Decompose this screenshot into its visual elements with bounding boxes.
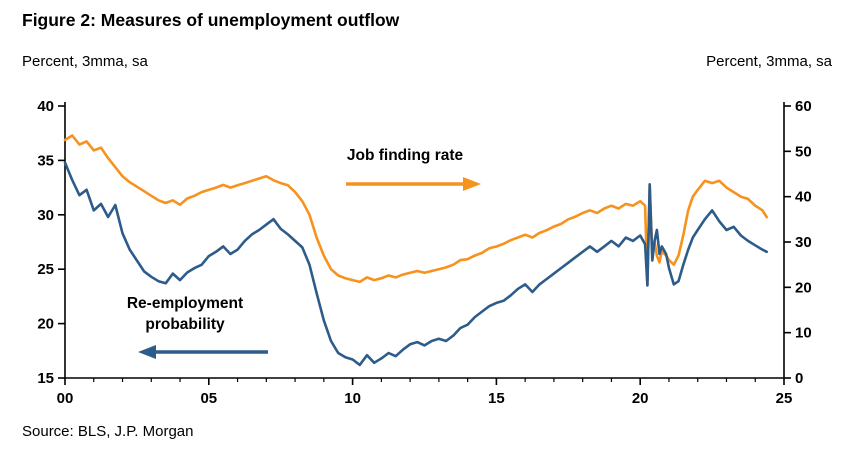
x-axis-tick-label: 10 bbox=[344, 390, 361, 407]
x-axis-tick-label: 25 bbox=[776, 390, 793, 407]
reemployment-probability-label: Re-employment probability bbox=[126, 295, 244, 333]
job-finding-rate-label: Job finding rate bbox=[346, 147, 464, 164]
x-axis-tick-label: 00 bbox=[57, 390, 74, 407]
left-axis-tick-label: 15 bbox=[37, 370, 54, 387]
left-axis-tick-label: 25 bbox=[37, 261, 54, 278]
job-finding-rate-arrowhead-icon bbox=[463, 177, 481, 191]
right-axis-tick-label: 30 bbox=[795, 234, 812, 251]
series-line-left-axis bbox=[63, 161, 769, 367]
chart-title: Figure 2: Measures of unemployment outfl… bbox=[22, 10, 400, 30]
left-axis-tick-label: 30 bbox=[37, 207, 54, 224]
source-note: Source: BLS, J.P. Morgan bbox=[22, 423, 194, 440]
right-axis-tick-label: 60 bbox=[795, 98, 812, 115]
left-axis-tick-label: 35 bbox=[37, 152, 54, 169]
right-axis-caption: Percent, 3mma, sa bbox=[706, 53, 832, 70]
left-axis-tick-label: 40 bbox=[37, 98, 54, 115]
series-line-right-axis bbox=[63, 134, 769, 287]
right-axis-tick-label: 50 bbox=[795, 143, 812, 160]
x-axis-tick-label: 05 bbox=[200, 390, 217, 407]
x-axis-tick-label: 15 bbox=[488, 390, 505, 407]
right-axis-tick-label: 20 bbox=[795, 279, 812, 296]
right-axis-tick-label: 0 bbox=[795, 370, 803, 387]
right-axis-tick-label: 10 bbox=[795, 325, 812, 342]
x-axis-tick-label: 20 bbox=[632, 390, 649, 407]
right-axis-tick-label: 40 bbox=[795, 189, 812, 206]
reemployment-arrowhead-icon bbox=[138, 345, 156, 359]
left-axis-caption: Percent, 3mma, sa bbox=[22, 53, 148, 70]
left-axis-tick-label: 20 bbox=[37, 316, 54, 333]
